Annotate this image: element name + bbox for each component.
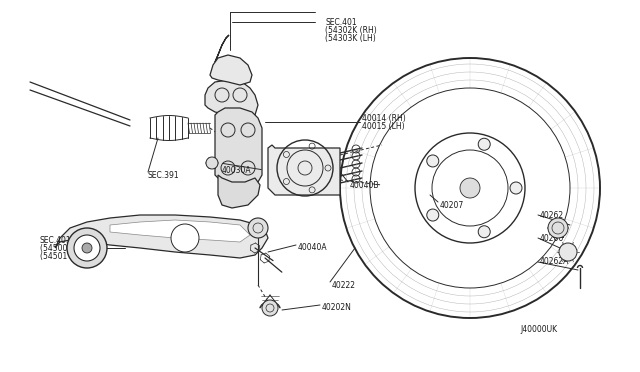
Circle shape: [478, 138, 490, 150]
Text: 40262A: 40262A: [540, 257, 570, 266]
Circle shape: [559, 243, 577, 261]
Text: 40030A: 40030A: [222, 166, 252, 174]
Text: 40207: 40207: [440, 201, 464, 209]
Polygon shape: [215, 108, 262, 188]
Text: (54501  (LH): (54501 (LH): [40, 251, 88, 260]
Circle shape: [548, 218, 568, 238]
Text: 40222: 40222: [332, 280, 356, 289]
Polygon shape: [218, 175, 260, 208]
Text: J40000UK: J40000UK: [520, 326, 557, 334]
Circle shape: [206, 157, 218, 169]
Circle shape: [510, 182, 522, 194]
Text: 40262: 40262: [540, 211, 564, 219]
Polygon shape: [55, 215, 268, 258]
Text: SEC.391: SEC.391: [148, 170, 180, 180]
Circle shape: [248, 218, 268, 238]
Circle shape: [478, 226, 490, 238]
Text: (54500+A (RH): (54500+A (RH): [40, 244, 99, 253]
Circle shape: [82, 243, 92, 253]
Polygon shape: [110, 220, 250, 242]
Text: 40202N: 40202N: [322, 304, 352, 312]
Text: 40040A: 40040A: [298, 244, 328, 253]
Text: SEC.401: SEC.401: [40, 235, 72, 244]
Text: 40014 (RH): 40014 (RH): [362, 113, 406, 122]
Polygon shape: [215, 35, 229, 62]
Text: 40266: 40266: [540, 234, 564, 243]
Circle shape: [460, 178, 480, 198]
Circle shape: [262, 300, 278, 316]
Polygon shape: [205, 80, 258, 120]
Text: 40015 (LH): 40015 (LH): [362, 122, 404, 131]
Text: (54302K (RH): (54302K (RH): [325, 26, 377, 35]
Circle shape: [67, 228, 107, 268]
Circle shape: [171, 224, 199, 252]
Text: SEC.401: SEC.401: [325, 17, 356, 26]
Polygon shape: [268, 145, 340, 195]
Circle shape: [427, 155, 439, 167]
Polygon shape: [210, 55, 252, 85]
Text: 40040B: 40040B: [350, 180, 380, 189]
Circle shape: [427, 209, 439, 221]
Text: (54303K (LH): (54303K (LH): [325, 33, 376, 42]
Circle shape: [74, 235, 100, 261]
